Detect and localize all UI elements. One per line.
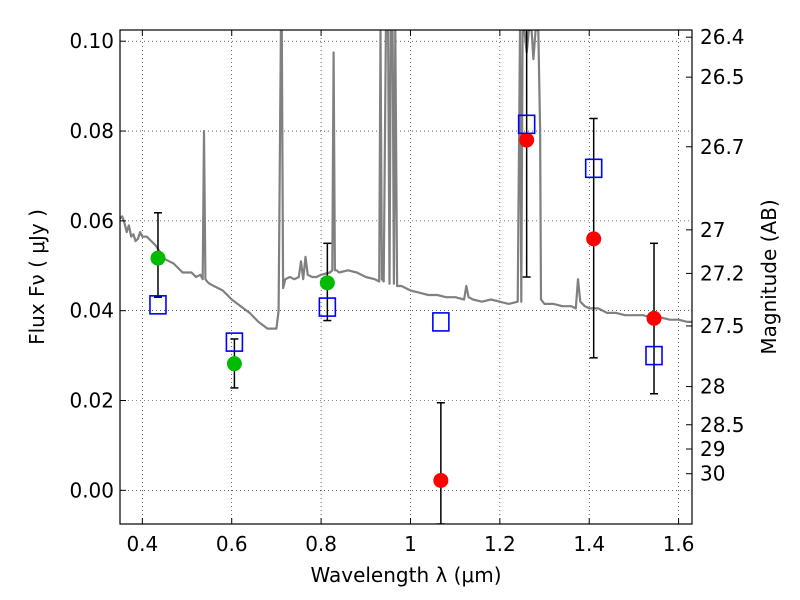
magnitude-tick-label: 26.5: [700, 65, 745, 89]
model-spectrum: [120, 30, 692, 330]
x-tick-label: 0.4: [126, 532, 158, 556]
data-point-circle: [319, 275, 335, 291]
y-tick-label: 0.06: [69, 209, 114, 233]
y-axis-left: 0.00 0.02 0.04 0.06 0.08 0.10: [69, 29, 126, 502]
magnitude-tick-label: 28: [700, 375, 725, 399]
y-axis-label-right: Magnitude (AB): [757, 199, 781, 354]
magnitude-tick-label: 26.7: [700, 135, 745, 159]
magnitude-tick-label: 27.2: [700, 261, 745, 285]
data-point-circle: [519, 132, 535, 148]
magnitude-tick-label: 29: [700, 437, 725, 461]
x-axis-label: Wavelength λ (μm): [310, 563, 501, 587]
data-point-square: [149, 295, 167, 315]
spectrum-line: [120, 30, 692, 330]
y-tick-label: 0.02: [69, 389, 114, 413]
data-point-square: [645, 345, 663, 366]
magnitude-tick-label: 27: [700, 218, 725, 242]
x-axis: 0.4 0.6 0.8 1 1.2 1.4 1.6: [126, 30, 695, 556]
y-tick-label: 0.08: [69, 119, 114, 143]
y-tick-label: 0.04: [69, 299, 114, 323]
data-point-square: [517, 114, 536, 135]
data-point-square: [432, 312, 450, 332]
data-markers: [149, 114, 663, 488]
x-tick-label: 0.8: [305, 532, 337, 556]
x-tick-label: 1: [404, 532, 417, 556]
data-point-square: [225, 332, 244, 352]
x-tick-label: 0.6: [216, 532, 248, 556]
plot-frame: [119, 29, 693, 525]
y-tick-label: 0.10: [69, 29, 114, 53]
data-point-circle: [226, 356, 242, 372]
magnitude-tick-label: 26.4: [700, 25, 745, 49]
x-tick-label: 1.2: [484, 532, 516, 556]
magnitude-tick-label: 28.5: [700, 413, 745, 437]
data-point-square: [318, 297, 337, 317]
y-tick-label: 0.00: [69, 478, 114, 502]
y-axis-label-left: Flux Fν ( μJy ): [25, 209, 49, 345]
magnitude-tick-label: 30: [700, 462, 725, 486]
data-point-circle: [586, 231, 602, 247]
data-point-square: [584, 158, 603, 179]
data-point-circle: [646, 310, 662, 326]
magnitude-tick-label: 27.5: [700, 314, 745, 338]
x-tick-label: 1.4: [573, 532, 605, 556]
data-point-circle: [433, 472, 449, 488]
data-point-circle: [150, 250, 166, 266]
x-tick-label: 1.6: [663, 532, 695, 556]
grid: [120, 30, 692, 524]
